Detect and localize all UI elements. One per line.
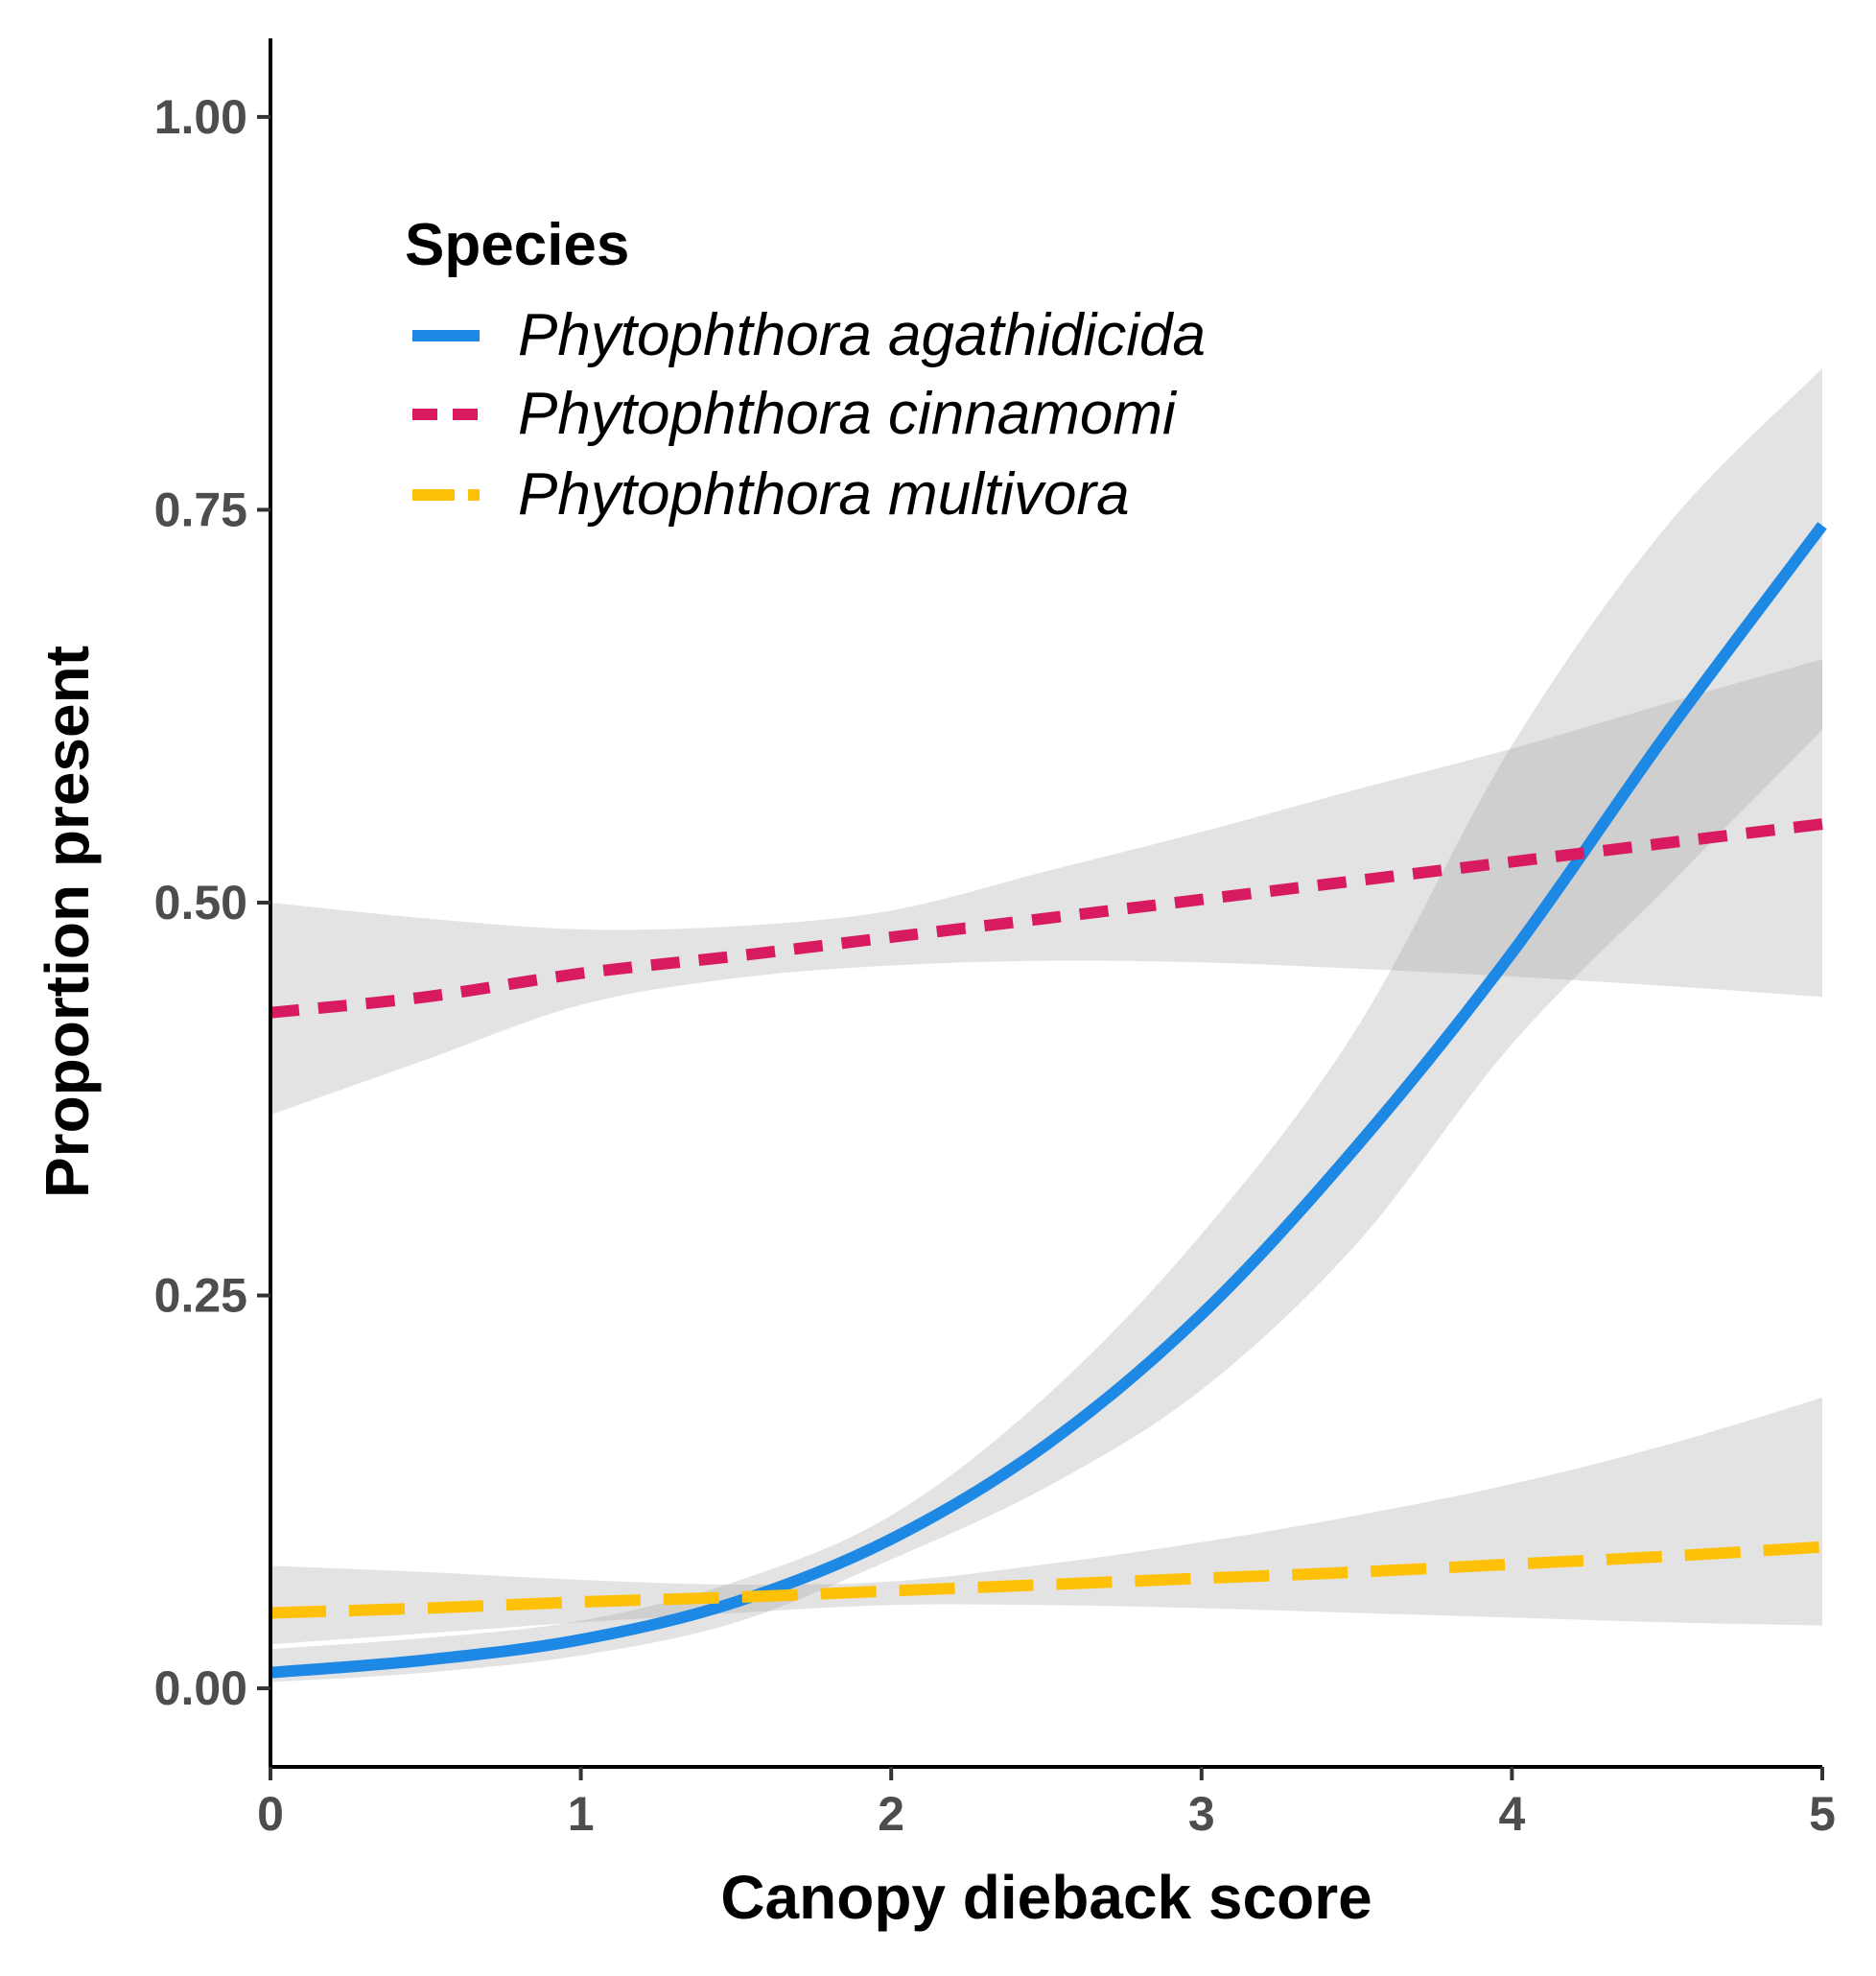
y-axis-title: Proportion present bbox=[33, 646, 102, 1198]
legend-label-0: Phytophthora agathidicida bbox=[518, 302, 1206, 368]
y-tick-label-4: 1.00 bbox=[154, 90, 247, 144]
x-tick-label-1: 1 bbox=[568, 1787, 595, 1841]
x-axis-title: Canopy dieback score bbox=[720, 1863, 1372, 1932]
x-tick-label-3: 3 bbox=[1188, 1787, 1215, 1841]
legend-label-1: Phytophthora cinnamomi bbox=[518, 381, 1178, 447]
x-tick-label-4: 4 bbox=[1498, 1787, 1525, 1841]
series-lines bbox=[270, 522, 1827, 1679]
x-tick-label-2: 2 bbox=[878, 1787, 904, 1841]
y-tick-label-0: 0.00 bbox=[154, 1661, 247, 1715]
y-tick-label-2: 0.50 bbox=[154, 876, 247, 929]
series-line-1 bbox=[270, 818, 1823, 1019]
x-tick-label-0: 0 bbox=[257, 1787, 284, 1841]
ci-band-series-0 bbox=[270, 368, 1822, 1682]
axes: 0.00 0.25 0.50 0.75 1.00 0 1 2 3 4 5 Canopy dieback… bbox=[33, 38, 1836, 1932]
ci-band-series-1 bbox=[270, 659, 1822, 1116]
legend-label-2: Phytophthora multivora bbox=[518, 461, 1130, 528]
series-line-0 bbox=[270, 522, 1827, 1679]
legend-title: Species bbox=[405, 212, 629, 278]
ci-band-series-2 bbox=[270, 1398, 1822, 1645]
y-tick-label-3: 0.75 bbox=[154, 482, 247, 536]
confidence-bands bbox=[270, 368, 1822, 1682]
y-tick-label-1: 0.25 bbox=[154, 1269, 247, 1323]
x-tick-label-5: 5 bbox=[1809, 1787, 1836, 1841]
legend: Species Phytophthora agathidicida Phytopht… bbox=[405, 212, 1206, 528]
series-line-2 bbox=[270, 1541, 1823, 1619]
